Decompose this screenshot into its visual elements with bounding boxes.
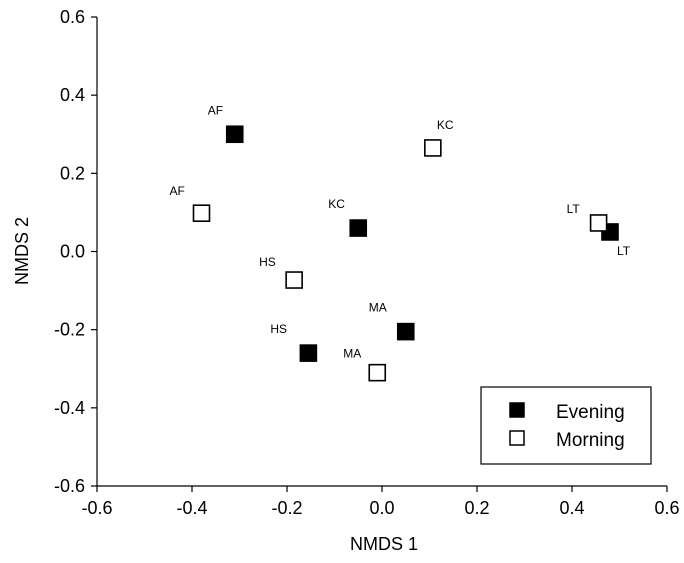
evening-point-kc	[349, 219, 368, 237]
x-tick-label: -0.4	[176, 498, 207, 518]
legend-morning-marker	[509, 430, 525, 446]
legend-morning-label: Morning	[556, 430, 625, 451]
x-tick-label: 0.6	[654, 498, 679, 518]
x-tick-label: -0.2	[271, 498, 302, 518]
legend-evening-label: Evening	[556, 402, 625, 423]
legend-evening-marker	[509, 402, 525, 418]
morning-point-lt	[589, 214, 608, 232]
evening-point-ma	[396, 322, 415, 341]
evening-point-hs	[299, 344, 318, 362]
y-tick-label: -0.4	[54, 398, 85, 418]
morning-label-lt: LT	[567, 202, 581, 216]
y-axis-title: NMDS 2	[12, 217, 32, 285]
evening-point-af	[225, 125, 244, 144]
evening-label-hs: HS	[270, 322, 287, 336]
y-tick-label: -0.2	[54, 320, 85, 340]
x-tick-label: 0.4	[559, 498, 584, 518]
y-tick-label: 0.4	[60, 85, 85, 105]
x-axis-title: NMDS 1	[350, 534, 418, 554]
legend-box	[480, 386, 652, 465]
point-labels: AF KC HS MA LT AF KC HS MA LT	[170, 103, 631, 360]
morning-label-hs: HS	[259, 255, 276, 269]
evening-label-ma: MA	[369, 301, 387, 315]
y-tick-label: 0.0	[60, 242, 85, 262]
ticks: -0.6 -0.4 -0.2 0.0 0.2 0.4 0.6 0.6 0.4 0.2 0.0 -0.2…	[54, 7, 680, 518]
x-tick-label: 0.0	[369, 498, 394, 518]
morning-point-kc	[424, 139, 442, 157]
y-tick-label: 0.6	[60, 7, 85, 27]
morning-point-af	[192, 204, 211, 222]
morning-label-af: AF	[170, 184, 185, 198]
x-tick-label: 0.2	[464, 498, 489, 518]
x-tick-label: -0.6	[81, 498, 112, 518]
morning-point-ma	[368, 363, 387, 382]
morning-point-hs	[285, 271, 303, 289]
morning-label-ma: MA	[343, 347, 361, 361]
morning-label-kc: KC	[437, 118, 454, 132]
y-tick-label: -0.6	[54, 476, 85, 496]
evening-label-kc: KC	[328, 197, 345, 211]
data-points	[192, 125, 619, 382]
y-tick-label: 0.2	[60, 163, 85, 183]
legend: Evening Morning	[480, 386, 652, 465]
evening-label-lt: LT	[617, 244, 631, 258]
evening-label-af: AF	[208, 103, 223, 117]
